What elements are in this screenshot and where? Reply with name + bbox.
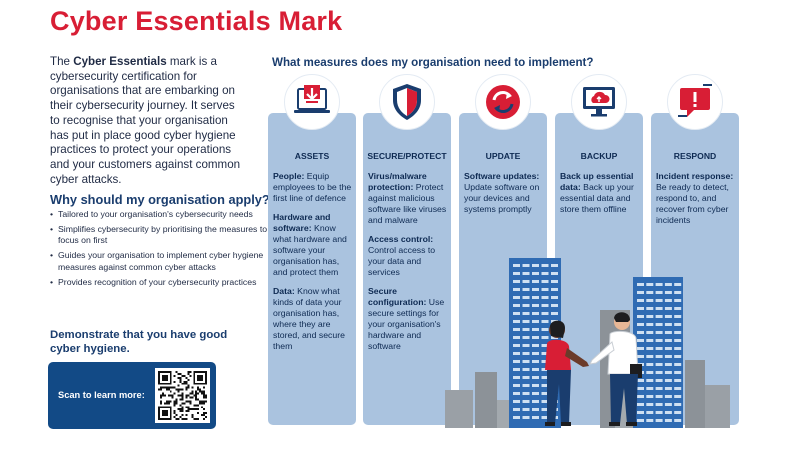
man-figure-icon [589, 312, 642, 426]
list-item: Simplifies cybersecurity by prioritising… [50, 224, 270, 247]
scan-label: Scan to learn more: [58, 390, 145, 400]
scan-box: Scan to learn more: [48, 362, 216, 429]
cloud-backup-icon [571, 74, 627, 130]
column-body: Back up essential data: Back up your ess… [560, 171, 639, 223]
refresh-icon [475, 74, 531, 130]
column-item: Data: Know what kinds of data your organ… [273, 286, 345, 351]
column-heading: BACKUP [580, 151, 618, 161]
measures-heading: What measures does my organisation need … [272, 56, 594, 69]
laptop-download-icon [284, 74, 340, 130]
column-heading: SECURE/PROTECT [367, 151, 447, 161]
column-heading: UPDATE [485, 151, 521, 161]
intro-paragraph: The Cyber Essentials mark is a cybersecu… [50, 55, 241, 186]
woman-figure-icon [545, 320, 589, 426]
brand-name: Cyber Essentials [73, 55, 167, 68]
list-item: Guides your organisation to implement cy… [50, 250, 270, 273]
demonstrate-text: Demonstrate that you have good cyber hyg… [50, 329, 228, 355]
list-item: Tailored to your organisation's cybersec… [50, 209, 270, 221]
column-item: Secure configuration: Use secure setting… [368, 286, 445, 351]
column-body: Virus/malware protection: Protect agains… [368, 171, 447, 360]
column-secure-protect: SECURE/PROTECT Virus/malware protection:… [363, 113, 451, 425]
why-apply-heading: Why should my organisation apply? [50, 192, 270, 207]
column-body: People: Equip employees to be the first … [273, 171, 352, 360]
column-item: Back up essential data: Back up your ess… [560, 171, 634, 214]
column-item: People: Equip employees to be the first … [273, 171, 352, 203]
column-item: Hardware and software: Know what hardwar… [273, 212, 347, 277]
column-item: Virus/malware protection: Protect agains… [368, 171, 447, 225]
page-title: Cyber Essentials Mark [50, 6, 343, 36]
why-apply-list: Tailored to your organisation's cybersec… [50, 209, 270, 292]
column-assets: ASSETS People: Equip employees to be the… [268, 113, 356, 425]
city-handshake-illustration [445, 250, 730, 428]
column-item: Incident response: Be ready to detect, r… [656, 171, 734, 225]
qr-code-icon[interactable] [155, 368, 210, 423]
column-body: Software updates: Update software on you… [464, 171, 543, 223]
alert-message-icon [667, 74, 723, 130]
column-heading: RESPOND [673, 151, 717, 161]
list-item: Provides recognition of your cybersecuri… [50, 277, 270, 289]
column-body: Incident response: Be ready to detect, r… [656, 171, 735, 234]
shield-icon [379, 74, 435, 130]
column-heading: ASSETS [294, 151, 330, 161]
column-item: Software updates: Update software on you… [464, 171, 540, 214]
column-item: Access control: Control access to your d… [368, 234, 436, 277]
